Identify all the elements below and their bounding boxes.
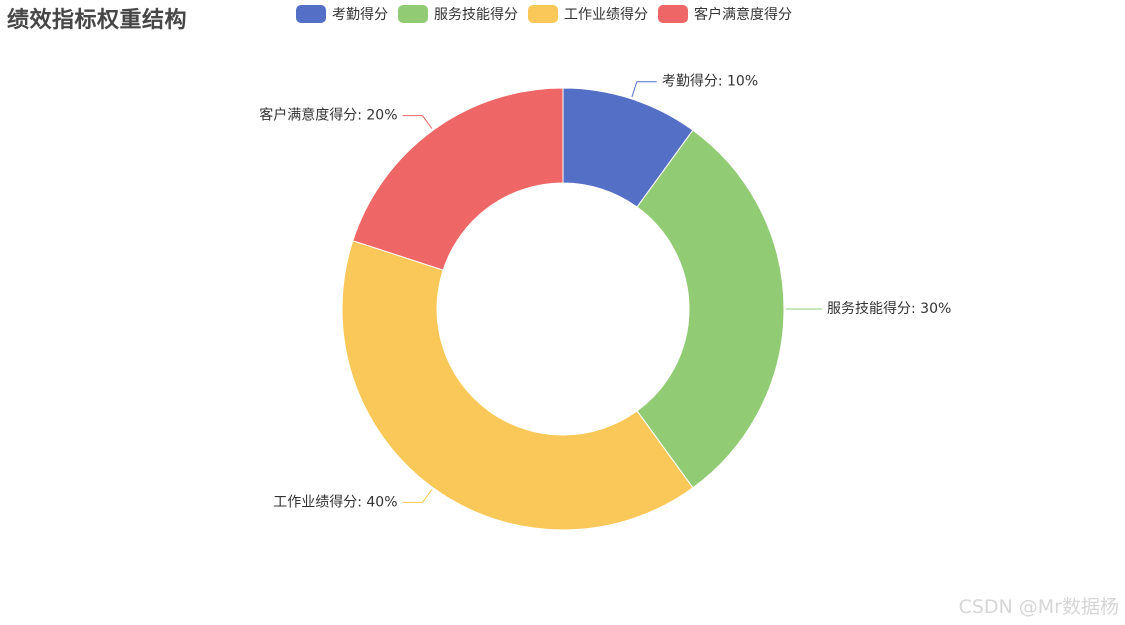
legend-swatch (658, 5, 688, 23)
legend-item[interactable]: 服务技能得分 (398, 4, 518, 24)
legend-label: 服务技能得分 (434, 7, 518, 23)
pie-slice[interactable] (636, 129, 785, 489)
legend-item[interactable]: 工作业绩得分 (528, 4, 648, 24)
legend-swatch (398, 5, 428, 23)
slice-label: 服务技能得分: 30% (827, 300, 951, 317)
pie-slice[interactable] (341, 240, 694, 531)
slice-label: 客户满意度得分: 20% (259, 107, 397, 124)
label-leader-line (402, 489, 433, 503)
pie-slice[interactable] (352, 87, 564, 271)
legend-swatch (296, 5, 326, 23)
legend-item[interactable]: 客户满意度得分 (658, 4, 792, 24)
legend-label: 工作业绩得分 (564, 7, 648, 23)
chart-title: 绩效指标权重结构 (7, 8, 188, 33)
legend-label: 考勤得分 (332, 7, 388, 23)
legend: 考勤得分 服务技能得分 工作业绩得分 客户满意度得分 (296, 4, 802, 24)
legend-item[interactable]: 考勤得分 (296, 4, 388, 24)
legend-swatch (528, 5, 558, 23)
watermark: CSDN @Mr数据杨 (958, 596, 1119, 618)
label-leader-line (631, 81, 657, 98)
slice-label: 考勤得分: 10% (662, 73, 758, 90)
label-leader-line (402, 115, 433, 129)
legend-label: 客户满意度得分 (694, 7, 792, 23)
slice-label: 工作业绩得分: 40% (273, 493, 397, 510)
